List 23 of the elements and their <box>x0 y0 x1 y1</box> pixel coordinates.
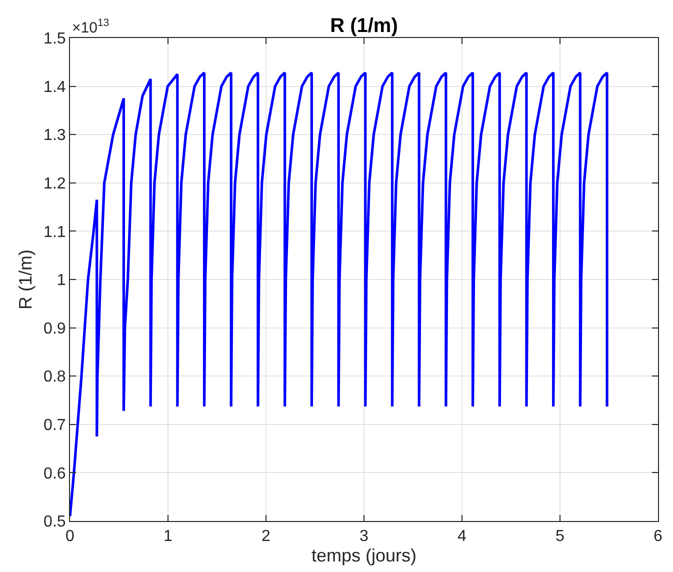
chart-title: R (1/m) <box>330 15 398 37</box>
y-tick-label: 0.5 <box>44 514 66 531</box>
x-tick-label: 6 <box>654 528 663 546</box>
x-tick-label: 4 <box>458 528 467 546</box>
y-tick-label: 1.1 <box>44 224 66 241</box>
x-tick-label: 5 <box>556 528 565 546</box>
x-tick-label: 1 <box>164 528 173 546</box>
y-tick-label: 1.2 <box>44 176 66 192</box>
y-tick-label: 0.8 <box>44 368 66 386</box>
x-tick-label: 3 <box>360 528 369 546</box>
y-tick-label: 0.6 <box>44 465 66 482</box>
y-tick-label: 1.5 <box>44 30 66 48</box>
x-tick-label: 2 <box>262 528 271 546</box>
x-tick-label: 0 <box>66 528 75 546</box>
text: ×10$^{13}$ <box>72 17 110 36</box>
y-tick-label: 1.3 <box>44 127 66 144</box>
y-tick-label: 0.7 <box>44 417 66 434</box>
y-axis-title: R (1/m) <box>16 250 36 310</box>
line-series <box>70 71 608 518</box>
y-tick-label: 1 <box>56 272 66 290</box>
x-axis-title: temps (jours) <box>311 545 417 566</box>
y-tick-label: 0.9 <box>44 320 66 338</box>
y-tick-label: 1.4 <box>44 78 66 96</box>
